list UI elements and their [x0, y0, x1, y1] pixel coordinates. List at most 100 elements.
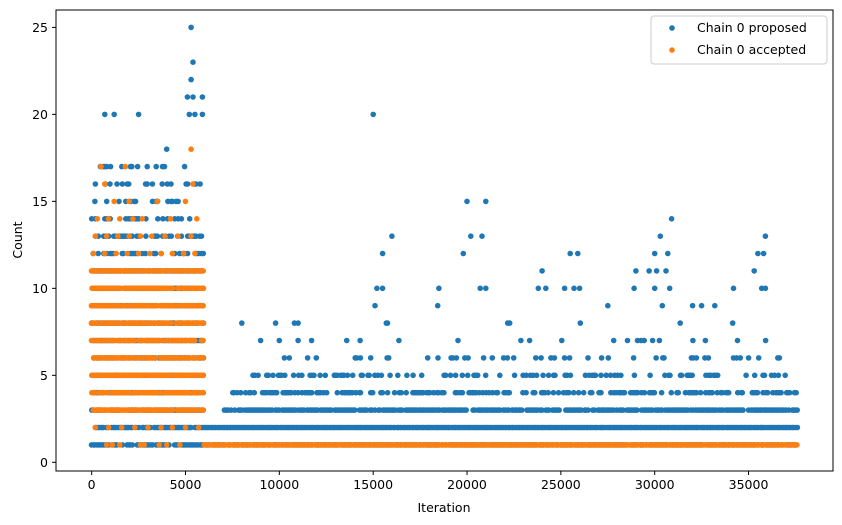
y-tick-label: 0 — [40, 455, 48, 470]
proposed-point — [624, 337, 631, 344]
accepted-point — [113, 250, 119, 257]
proposed-point — [653, 355, 659, 361]
proposed-point — [775, 372, 782, 379]
x-tick-label: 0 — [88, 477, 96, 492]
accepted-point — [200, 407, 206, 413]
accepted-point — [109, 442, 116, 448]
proposed-point — [725, 389, 732, 396]
proposed-point — [580, 389, 587, 396]
proposed-point — [107, 181, 113, 187]
proposed-point — [129, 442, 136, 448]
proposed-point — [480, 355, 487, 361]
proposed-point — [667, 372, 673, 379]
proposed-point — [631, 372, 638, 379]
proposed-point — [712, 302, 718, 309]
proposed-point — [134, 163, 141, 170]
proposed-point — [199, 94, 206, 100]
y-tick-label: 10 — [32, 281, 48, 296]
proposed-point — [389, 233, 395, 239]
proposed-point — [678, 372, 685, 379]
proposed-point — [778, 389, 784, 396]
accepted-point — [163, 442, 170, 448]
proposed-point — [114, 181, 120, 187]
accepted-point — [105, 424, 112, 431]
proposed-point — [385, 355, 392, 361]
proposed-point — [545, 389, 551, 396]
proposed-point — [589, 389, 595, 396]
accepted-point — [200, 337, 206, 344]
proposed-point — [188, 424, 194, 431]
proposed-point — [153, 163, 159, 170]
proposed-point — [295, 389, 301, 396]
proposed-point — [379, 250, 386, 257]
accepted-point — [169, 424, 176, 431]
proposed-point — [631, 285, 637, 292]
proposed-point — [737, 355, 744, 361]
proposed-point — [199, 111, 206, 118]
proposed-point — [343, 337, 350, 344]
accepted-point — [97, 337, 103, 344]
proposed-point — [190, 59, 196, 65]
proposed-point — [620, 407, 626, 413]
proposed-point — [523, 389, 529, 396]
accepted-point — [182, 198, 189, 205]
accepted-point — [139, 216, 146, 222]
proposed-point — [539, 268, 545, 274]
proposed-point — [184, 94, 191, 100]
proposed-point — [237, 389, 244, 396]
accepted-point — [194, 216, 200, 222]
proposed-point — [477, 285, 484, 292]
accepted-point — [200, 302, 206, 309]
accepted-point — [131, 337, 137, 344]
proposed-point — [714, 372, 721, 379]
proposed-point — [257, 337, 264, 344]
accepted-point — [90, 250, 97, 257]
proposed-point — [598, 355, 605, 361]
proposed-point — [459, 389, 466, 396]
proposed-point — [198, 233, 205, 239]
accepted-point — [158, 424, 164, 431]
proposed-point — [200, 424, 206, 431]
accepted-point — [141, 442, 147, 448]
proposed-point — [111, 111, 117, 118]
accepted-point — [148, 233, 155, 239]
accepted-point — [188, 146, 194, 152]
proposed-point — [698, 302, 705, 309]
proposed-point — [641, 389, 648, 396]
proposed-point — [523, 372, 529, 379]
proposed-point — [192, 111, 198, 118]
proposed-point — [762, 233, 769, 239]
accepted-point — [132, 424, 138, 431]
proposed-point — [575, 389, 582, 396]
proposed-point — [188, 24, 194, 31]
proposed-point — [155, 216, 161, 222]
proposed-point — [649, 337, 656, 344]
proposed-point — [398, 389, 405, 396]
x-tick-label: 10000 — [259, 477, 299, 492]
proposed-point — [369, 389, 376, 396]
proposed-point — [352, 407, 358, 413]
accepted-point — [118, 424, 125, 431]
x-tick-label: 25000 — [541, 477, 581, 492]
proposed-point — [755, 250, 761, 257]
proposed-point — [374, 285, 380, 292]
proposed-point — [132, 198, 139, 205]
proposed-point — [739, 389, 746, 396]
accepted-point — [177, 442, 183, 448]
proposed-point — [163, 146, 170, 152]
proposed-point — [125, 181, 132, 187]
proposed-point — [483, 285, 489, 292]
accepted-point — [135, 250, 142, 257]
proposed-point — [656, 337, 663, 344]
accepted-point — [156, 442, 162, 448]
proposed-point — [689, 302, 696, 309]
proposed-point — [556, 407, 562, 413]
accepted-point — [147, 250, 153, 257]
proposed-point — [424, 355, 431, 361]
proposed-point — [231, 407, 238, 413]
proposed-point — [566, 389, 572, 396]
accepted-point — [168, 320, 174, 326]
accepted-point — [169, 407, 176, 413]
proposed-point — [533, 355, 539, 361]
